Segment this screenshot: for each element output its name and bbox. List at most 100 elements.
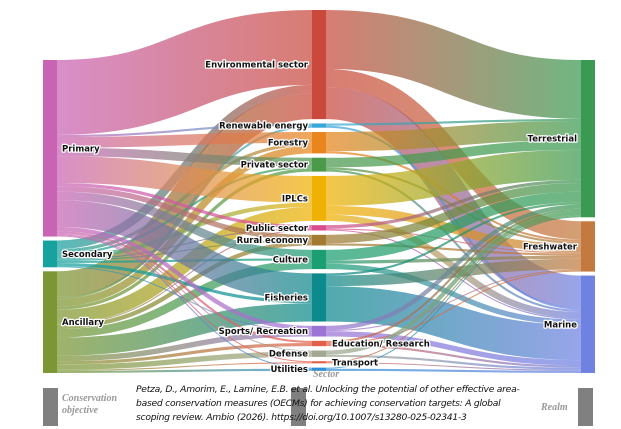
node-label: Secondary	[62, 250, 113, 260]
node-label: Culture	[273, 255, 309, 265]
node-terrestrial[interactable]	[581, 60, 595, 218]
node-iplcs[interactable]	[312, 175, 326, 221]
sankey-diagram: Primary Secondary Ancillary Environmental s…	[43, 10, 595, 376]
link-sector-realm	[325, 151, 582, 242]
citation-text: Petza, D., Amorim, E., Lamine, E.B. et a…	[136, 384, 520, 423]
link-objective-sector	[56, 368, 313, 373]
link-sector-realm	[325, 183, 582, 244]
link-sector-realm	[325, 120, 582, 152]
link-sector-realm	[325, 179, 582, 229]
link-sector-realm	[325, 228, 582, 254]
link-objective-sector	[56, 234, 313, 363]
node-education-research[interactable]	[312, 340, 326, 347]
link-objective-sector	[56, 235, 313, 369]
node-rural-economy[interactable]	[312, 234, 326, 246]
node-culture[interactable]	[312, 249, 326, 270]
node-defense[interactable]	[312, 350, 326, 357]
link-sector-realm	[325, 149, 582, 206]
link-sector-realm	[325, 118, 582, 126]
link-sector-realm	[325, 362, 582, 371]
node-primary[interactable]	[43, 60, 57, 237]
link-objective-sector	[56, 231, 313, 343]
node-public-sector[interactable]	[312, 225, 326, 231]
node-label: Primary	[62, 144, 100, 154]
link-sector-realm	[325, 368, 582, 373]
labels-layer: Primary Secondary Ancillary Environmental s…	[61, 59, 579, 376]
link-sector-realm	[325, 269, 582, 332]
node-transport[interactable]	[312, 361, 326, 364]
link-objective-sector	[56, 226, 313, 331]
link-sector-realm	[325, 243, 582, 256]
link-objective-sector	[56, 263, 313, 304]
node-utilities[interactable]	[312, 367, 326, 371]
link-sector-realm	[325, 354, 582, 370]
sector-axis-bar[interactable]	[291, 388, 306, 426]
node-label: Sports/ Recreation	[219, 327, 308, 337]
link-objective-sector	[56, 142, 313, 253]
node-sports-recreation[interactable]	[312, 325, 326, 337]
link-sector-realm	[325, 263, 582, 325]
node-label: Marine	[544, 320, 577, 330]
node-label: Terrestrial	[528, 135, 578, 145]
link-objective-sector	[56, 303, 313, 356]
node-label: Renewable energy	[219, 122, 308, 132]
link-objective-sector	[56, 200, 313, 301]
sector-axis-label: Sector	[313, 369, 340, 380]
link-objective-sector	[56, 123, 313, 138]
node-forestry[interactable]	[312, 132, 326, 154]
node-label: Private sector	[241, 161, 309, 171]
link-objective-sector	[56, 10, 313, 135]
link-objective-sector	[56, 156, 313, 203]
links-layer	[56, 10, 582, 373]
node-freshwater[interactable]	[581, 221, 595, 272]
node-label: Environmental sector	[205, 61, 309, 71]
objective-axis-bar[interactable]	[43, 388, 58, 426]
node-environmental-sector[interactable]	[312, 10, 326, 120]
link-objective-sector	[56, 186, 313, 241]
link-objective-sector	[56, 93, 313, 297]
link-objective-sector	[56, 183, 313, 229]
link-sector-realm	[325, 216, 582, 369]
link-objective-sector	[56, 202, 313, 259]
link-objective-sector	[56, 331, 313, 362]
link-sector-realm	[325, 215, 582, 363]
link-objective-sector	[56, 132, 313, 148]
node-label: Fisheries	[264, 293, 308, 303]
link-sector-realm	[325, 255, 582, 264]
link-objective-sector	[56, 147, 313, 167]
node-fisheries[interactable]	[312, 273, 326, 322]
link-sector-realm	[325, 202, 582, 276]
link-sector-realm	[325, 208, 582, 343]
node-secondary[interactable]	[43, 240, 57, 268]
link-objective-sector	[56, 362, 313, 371]
node-private-sector[interactable]	[312, 157, 326, 172]
link-sector-realm	[325, 270, 582, 345]
objective-axis-label: Conservation objective	[62, 393, 118, 416]
link-sector-realm	[325, 140, 582, 168]
node-label: Utilities	[270, 365, 308, 375]
link-sector-realm	[325, 204, 582, 331]
node-label: Public sector	[246, 224, 309, 234]
node-label: IPLCs	[282, 194, 308, 204]
node-label: Rural economy	[237, 236, 309, 246]
nodes-layer	[43, 10, 595, 373]
node-marine[interactable]	[581, 275, 595, 373]
node-label: Defense	[269, 350, 308, 360]
link-objective-sector	[56, 233, 313, 352]
node-label: Ancillary	[62, 318, 104, 328]
link-objective-sector	[56, 351, 313, 370]
node-label: Forestry	[268, 139, 309, 149]
link-sector-realm	[325, 191, 582, 261]
realm-axis-bar[interactable]	[578, 388, 593, 426]
link-sector-realm	[325, 258, 582, 287]
node-label: Freshwater	[523, 242, 578, 252]
realm-axis-label: Realm	[541, 402, 568, 413]
node-label: Transport	[332, 358, 378, 368]
link-sector-realm	[325, 286, 582, 361]
node-label: Education/ Research	[332, 340, 430, 350]
link-sector-realm	[325, 210, 582, 355]
link-objective-sector	[56, 191, 313, 259]
node-renewable-energy[interactable]	[312, 123, 326, 128]
link-sector-realm	[325, 10, 582, 119]
node-ancillary[interactable]	[43, 271, 57, 373]
